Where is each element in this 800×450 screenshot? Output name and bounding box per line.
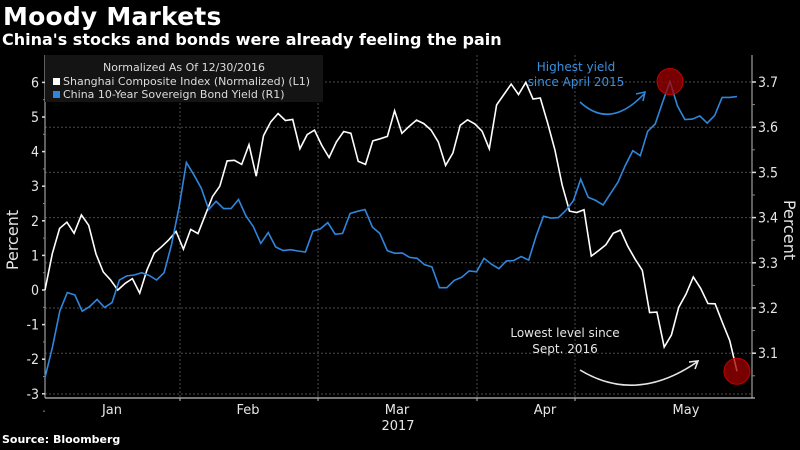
legend-header: Normalized As Of 12/30/2016 xyxy=(103,61,265,74)
left-tick-label: 2 xyxy=(31,214,39,230)
annotation-highest-yield-line2: since April 2015 xyxy=(528,75,625,89)
legend-background xyxy=(45,55,323,102)
arrow-lowest-level-icon xyxy=(579,361,698,386)
x-tick-label: Jan xyxy=(101,403,122,418)
chart-subtitle: China's stocks and bonds were already fe… xyxy=(2,30,502,49)
annotation-highest-yield: Highest yield since April 2015 xyxy=(528,60,647,115)
right-axis-ticks: 3.7 3.6 3.5 3.4 3.3 3.2 3.1 xyxy=(752,75,778,377)
series-line-bond xyxy=(44,78,738,378)
highlight-markers xyxy=(656,68,751,385)
legend-entry-bond: China 10-Year Sovereign Bond Yield (R1) xyxy=(63,88,285,101)
legend-entry-shanghai: Shanghai Composite Index (Normalized) (L… xyxy=(63,75,310,88)
chart-title: Moody Markets xyxy=(3,2,222,31)
right-axis-label: Percent xyxy=(780,200,799,260)
arrowhead-lowest-level-icon xyxy=(688,360,700,370)
left-tick-label: 0 xyxy=(31,283,39,299)
annotation-lowest-level: Lowest level since Sept. 2016 xyxy=(510,326,700,386)
annotation-highest-yield-line1: Highest yield xyxy=(537,60,616,74)
left-axis-ticks: 6 5 4 3 2 1 0 -1 -2 -3 xyxy=(26,75,45,412)
series-line-shanghai xyxy=(44,80,738,372)
legend-swatch-shanghai xyxy=(53,78,60,85)
right-tick-label: 3.7 xyxy=(758,75,778,91)
left-tick-label: -1 xyxy=(26,318,39,334)
source-note: Source: Bloomberg xyxy=(2,433,121,446)
right-tick-label: 3.1 xyxy=(758,346,778,362)
x-tick-label: Apr xyxy=(534,403,557,418)
axes xyxy=(44,55,755,399)
highlight-low-index-marker xyxy=(723,357,751,385)
left-tick-label: 4 xyxy=(31,145,39,161)
left-tick-label: -3 xyxy=(26,387,39,403)
highlight-max-yield-marker xyxy=(656,68,684,96)
gridlines xyxy=(45,55,752,398)
x-axis-year-label: 2017 xyxy=(381,419,414,434)
x-tick-label: Mar xyxy=(385,403,410,418)
left-tick-label: 5 xyxy=(31,110,39,126)
legend-swatch-bond xyxy=(53,91,60,98)
right-tick-label: 3.2 xyxy=(758,301,778,317)
left-tick-label: 6 xyxy=(31,75,39,91)
annotation-lowest-level-line2: Sept. 2016 xyxy=(532,342,598,356)
arrow-highest-yield-icon xyxy=(579,93,645,115)
x-tick-label: Feb xyxy=(236,403,259,418)
left-tick-label: 1 xyxy=(31,248,39,264)
arrowhead-highest-yield-icon xyxy=(635,90,647,102)
left-tick-label: -2 xyxy=(26,352,39,368)
right-tick-label: 3.4 xyxy=(758,211,778,227)
right-tick-label: 3.6 xyxy=(758,120,778,136)
legend: Normalized As Of 12/30/2016 Shanghai Com… xyxy=(45,55,323,102)
series-group xyxy=(44,78,738,378)
left-tick-label: 3 xyxy=(31,179,39,195)
annotation-lowest-level-line1: Lowest level since xyxy=(510,326,619,340)
x-tick-label: May xyxy=(673,403,700,418)
right-tick-label: 3.5 xyxy=(758,165,778,181)
x-axis-ticks: Jan Feb Mar Apr May xyxy=(101,398,700,418)
left-axis-label: Percent xyxy=(3,210,22,270)
right-tick-label: 3.3 xyxy=(758,256,778,272)
